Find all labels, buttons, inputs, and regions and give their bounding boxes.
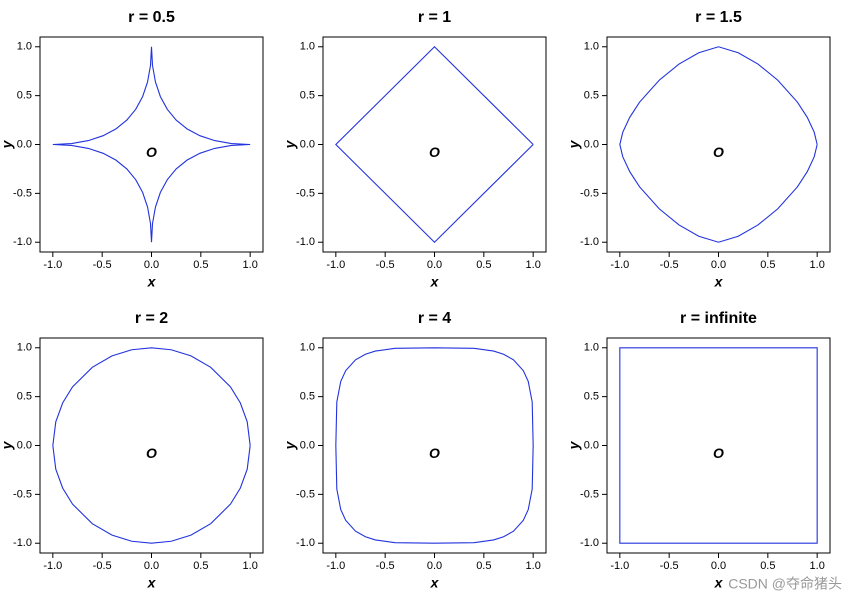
- panel: r = 4 x y -1.0 -0.5 0.0 0.5 1.0 -1.0 -0.5 0.0 0.5 1.…: [282, 310, 547, 591]
- y-tick-label: 0.0: [300, 138, 315, 150]
- x-tick-label: 0.5: [193, 560, 208, 572]
- y-tick-label: -0.5: [580, 187, 599, 199]
- y-tick-label: 0.5: [17, 391, 32, 403]
- x-axis-label: x: [714, 575, 724, 591]
- y-axis-label: y: [566, 139, 582, 149]
- y-tick-label: 1.0: [17, 41, 32, 53]
- y-tick-label: -0.5: [13, 488, 32, 500]
- origin-label: O: [146, 144, 157, 160]
- panel: r = infinite x y -1.0 -0.5 0.0 0.5 1.0 -1.0 -0.5 0…: [566, 310, 831, 591]
- y-tick-label: 0.5: [300, 391, 315, 403]
- x-tick-label: -0.5: [660, 259, 679, 271]
- x-tick-label: 0.0: [144, 259, 159, 271]
- origin-label: O: [713, 445, 724, 461]
- panel: r = 0.5 x y -1.0 -0.5 0.0 0.5 1.0 -1.0 -0.5 0.0 0.5…: [0, 9, 264, 290]
- y-axis-label: y: [282, 139, 298, 149]
- curve: [52, 347, 251, 544]
- panel: r = 1.5 x y -1.0 -0.5 0.0 0.5 1.0 -1.0 -0.5 0.0 0.5…: [566, 9, 831, 290]
- panel-title: r = infinite: [680, 310, 757, 327]
- y-tick-label: 1.0: [17, 342, 32, 354]
- y-tick-label: -0.5: [580, 488, 599, 500]
- x-tick-label: -1.0: [43, 560, 62, 572]
- y-tick-label: 0.5: [584, 391, 599, 403]
- x-axis-label: x: [430, 274, 440, 290]
- panel-title: r = 2: [135, 310, 168, 327]
- x-tick-label: 0.5: [193, 259, 208, 271]
- y-tick-label: 0.0: [17, 439, 32, 451]
- x-axis-label: x: [714, 274, 724, 290]
- x-tick-label: -1.0: [326, 259, 345, 271]
- x-tick-label: -1.0: [326, 560, 345, 572]
- x-tick-label: 1.0: [243, 259, 258, 271]
- watermark: CSDN @夺命猪头: [728, 576, 842, 592]
- x-axis-label: x: [147, 575, 157, 591]
- x-tick-label: 0.5: [476, 560, 491, 572]
- y-tick-label: -1.0: [580, 236, 599, 248]
- y-axis-label: y: [0, 440, 15, 450]
- x-tick-label: 0.0: [711, 560, 726, 572]
- x-tick-label: 1.0: [810, 560, 825, 572]
- x-axis-label: x: [147, 274, 157, 290]
- x-tick-label: 0.0: [711, 259, 726, 271]
- origin-label: O: [146, 445, 157, 461]
- x-tick-label: -0.5: [93, 560, 112, 572]
- x-tick-label: 0.0: [427, 259, 442, 271]
- y-tick-label: -0.5: [13, 187, 32, 199]
- x-tick-label: 0.5: [476, 259, 491, 271]
- y-tick-label: 0.0: [584, 439, 599, 451]
- x-tick-label: -0.5: [93, 259, 112, 271]
- y-tick-label: 1.0: [584, 41, 599, 53]
- x-tick-label: 1.0: [810, 259, 825, 271]
- panel: r = 1 x y -1.0 -0.5 0.0 0.5 1.0 -1.0 -0.5 0.0 0.5 1.…: [282, 9, 547, 290]
- x-tick-label: -0.5: [660, 560, 679, 572]
- y-tick-label: 0.5: [300, 90, 315, 102]
- curve: [619, 347, 818, 544]
- x-tick-label: -1.0: [610, 259, 629, 271]
- x-tick-label: 0.5: [760, 259, 775, 271]
- y-tick-label: 0.0: [584, 138, 599, 150]
- y-tick-label: -0.5: [296, 488, 315, 500]
- origin-label: O: [429, 445, 440, 461]
- y-tick-label: 0.5: [584, 90, 599, 102]
- y-axis-label: y: [0, 139, 15, 149]
- y-tick-label: -1.0: [13, 537, 32, 549]
- y-tick-label: 1.0: [300, 342, 315, 354]
- origin-label: O: [429, 144, 440, 160]
- curve: [335, 347, 534, 544]
- x-tick-label: -1.0: [610, 560, 629, 572]
- y-tick-label: -1.0: [580, 537, 599, 549]
- y-tick-label: -1.0: [296, 236, 315, 248]
- x-tick-label: 0.0: [427, 560, 442, 572]
- y-tick-label: -1.0: [296, 537, 315, 549]
- panel-title: r = 1: [418, 9, 451, 26]
- panel: r = 2 x y -1.0 -0.5 0.0 0.5 1.0 -1.0 -0.5 0.0 0.5 1.…: [0, 310, 264, 591]
- x-tick-label: 1.0: [526, 259, 541, 271]
- y-axis-label: y: [566, 440, 582, 450]
- x-tick-label: 0.0: [144, 560, 159, 572]
- panel-title: r = 1.5: [695, 9, 742, 26]
- y-tick-label: -1.0: [13, 236, 32, 248]
- curve: [335, 45, 534, 244]
- x-tick-label: 1.0: [526, 560, 541, 572]
- x-tick-label: 1.0: [243, 560, 258, 572]
- y-tick-label: 0.5: [17, 90, 32, 102]
- x-tick-label: 0.5: [760, 560, 775, 572]
- y-tick-label: 0.0: [17, 138, 32, 150]
- panel-title: r = 4: [418, 310, 451, 327]
- origin-label: O: [713, 144, 724, 160]
- y-tick-label: 1.0: [584, 342, 599, 354]
- panel-title: r = 0.5: [128, 9, 175, 26]
- x-tick-label: -1.0: [43, 259, 62, 271]
- y-tick-label: -0.5: [296, 187, 315, 199]
- y-tick-label: 1.0: [300, 41, 315, 53]
- y-tick-label: 0.0: [300, 439, 315, 451]
- x-tick-label: -0.5: [376, 259, 395, 271]
- x-axis-label: x: [430, 575, 440, 591]
- x-tick-label: -0.5: [376, 560, 395, 572]
- curve: [619, 46, 818, 243]
- y-axis-label: y: [282, 440, 298, 450]
- curve: [52, 46, 251, 243]
